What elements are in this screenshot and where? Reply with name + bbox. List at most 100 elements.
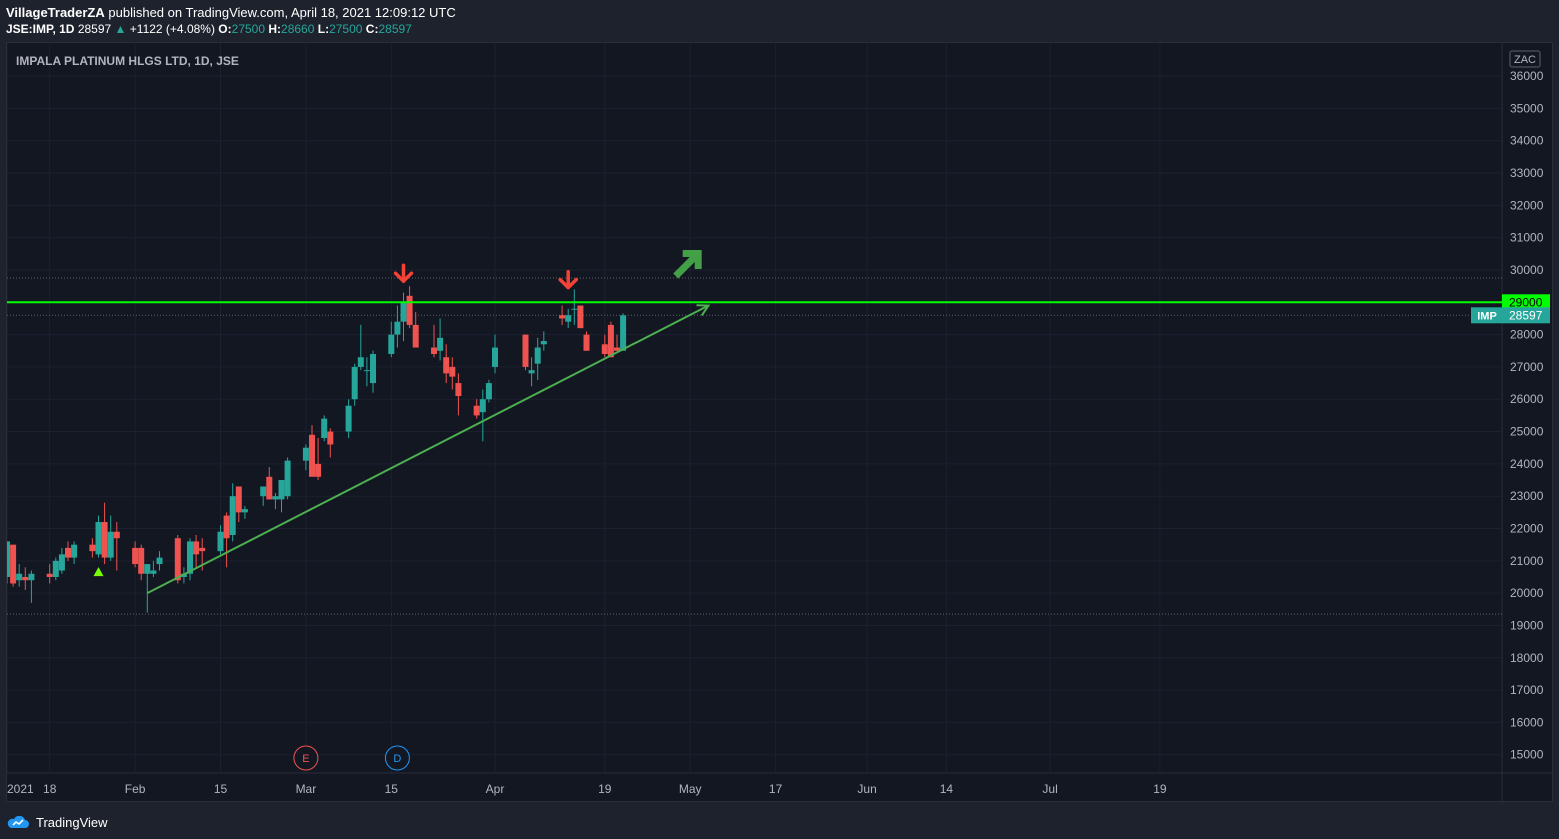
candle-body	[406, 295, 413, 325]
low-label: L:	[317, 22, 330, 36]
candle-body	[327, 431, 334, 445]
candle-body	[583, 334, 590, 351]
down-arrow-icon	[393, 263, 414, 283]
y-tick-label: 30000	[1510, 263, 1544, 277]
x-tick-label: 19	[598, 782, 612, 796]
y-tick-label: 19000	[1510, 618, 1544, 632]
author-name[interactable]: VillageTraderZA	[6, 5, 105, 20]
event-marker-label: D	[393, 753, 401, 765]
x-tick-label: Feb	[125, 782, 146, 796]
y-tick-label: 24000	[1510, 457, 1544, 471]
up-right-arrow-icon	[673, 250, 702, 279]
event-marker	[384, 745, 410, 771]
cloud-icon	[7, 815, 29, 828]
x-tick-label: Mar	[296, 782, 317, 796]
candle-body	[614, 347, 620, 351]
candle-body	[28, 573, 35, 581]
candle-body	[58, 554, 65, 571]
candle-body	[217, 531, 224, 552]
candle-body	[95, 522, 102, 555]
x-tick-label: 17	[769, 782, 783, 796]
candle-body	[522, 334, 529, 367]
y-tick-label: 21000	[1510, 554, 1544, 568]
x-tick-label: Jun	[857, 782, 876, 796]
chart-pane[interactable]: 15000 16000 17000 18000 19000 20000 21000 22000…	[6, 42, 1554, 803]
candle-body	[394, 321, 401, 335]
candle-body	[565, 315, 572, 322]
candle-body	[309, 434, 315, 477]
y-tick-label: 16000	[1510, 715, 1544, 729]
candle-body	[193, 541, 200, 555]
candle-body	[107, 531, 114, 558]
candle-body	[437, 337, 444, 351]
y-tick-label: 34000	[1510, 134, 1544, 148]
brand-name: TradingView	[36, 814, 108, 830]
candle-body	[363, 370, 370, 372]
candle-body	[449, 366, 456, 377]
x-tick-label: 2021	[7, 782, 34, 796]
y-tick-label: 15000	[1510, 748, 1544, 762]
candle-body	[156, 557, 163, 565]
y-tick-label: 26000	[1510, 392, 1544, 406]
candle-body	[16, 573, 23, 581]
candle-body	[65, 547, 71, 558]
symbol-tag	[1471, 307, 1503, 324]
candle-body	[284, 460, 291, 497]
ohlc-line: JSE:IMP, 1D 28597 ▲ +1122 (+4.08%) O:275…	[6, 22, 412, 36]
publisher-line: VillageTraderZA published on TradingView…	[6, 5, 456, 20]
y-tick-label: 28000	[1510, 328, 1544, 342]
candle-body	[607, 324, 614, 358]
y-tick-label: 18000	[1510, 651, 1544, 665]
y-tick-label: 32000	[1510, 198, 1544, 212]
y-tick-label: 25000	[1510, 425, 1544, 439]
high-value: 28660	[281, 22, 315, 36]
candle-body	[571, 308, 578, 310]
candle-body	[315, 463, 322, 477]
candle-body	[345, 405, 352, 432]
y-tick-label: 20000	[1510, 586, 1544, 600]
candle-body	[260, 486, 267, 497]
candle-body	[241, 509, 248, 513]
symbol-tag-label: IMP	[1477, 310, 1497, 322]
symbol-interval: JSE:IMP, 1D	[6, 22, 75, 36]
candle-body	[357, 357, 364, 367]
candle-body	[144, 564, 151, 574]
candlestick-chart[interactable]: 15000 16000 17000 18000 19000 20000 21000 22000…	[7, 43, 1554, 803]
candle-body	[235, 486, 242, 513]
low-value: 27500	[329, 22, 363, 36]
published-text: published on TradingView.com, April 18, …	[108, 5, 456, 20]
candle-body	[174, 538, 181, 581]
down-arrow-icon	[558, 269, 578, 290]
candle-body	[52, 560, 59, 577]
candle-body	[46, 573, 53, 577]
candle-body	[370, 353, 376, 384]
candle-body	[150, 570, 157, 574]
candle-body	[412, 324, 419, 348]
last-value: 28597	[77, 22, 112, 36]
up-marker-icon	[93, 567, 104, 577]
x-tick-label: Apr	[486, 782, 505, 796]
y-tick-label: 33000	[1510, 166, 1544, 180]
candle-body	[10, 544, 17, 584]
candle-body	[321, 418, 328, 439]
trendline-arrowhead	[696, 304, 711, 317]
last-price-tag	[1502, 307, 1550, 324]
candle-body	[272, 496, 279, 500]
tradingview-logo[interactable]: TradingView	[6, 811, 108, 833]
candle-body	[400, 302, 407, 322]
candle-body	[7, 541, 10, 577]
candle-body	[229, 496, 236, 535]
event-marker-label: E	[302, 753, 309, 765]
resistance-price-label: 29000	[1509, 295, 1543, 309]
chart-title: IMPALA PLATINUM HLGS LTD, 1D, JSE	[16, 54, 239, 68]
candle-body	[302, 447, 309, 461]
candle-body	[22, 576, 29, 581]
candle-body	[89, 544, 96, 552]
candle-body	[540, 341, 547, 345]
candle-body	[351, 366, 358, 400]
candle-body	[223, 515, 230, 539]
currency-box	[1509, 50, 1541, 68]
close-label: C:	[365, 22, 379, 36]
candle-body	[443, 357, 450, 374]
candle-body	[485, 383, 492, 400]
